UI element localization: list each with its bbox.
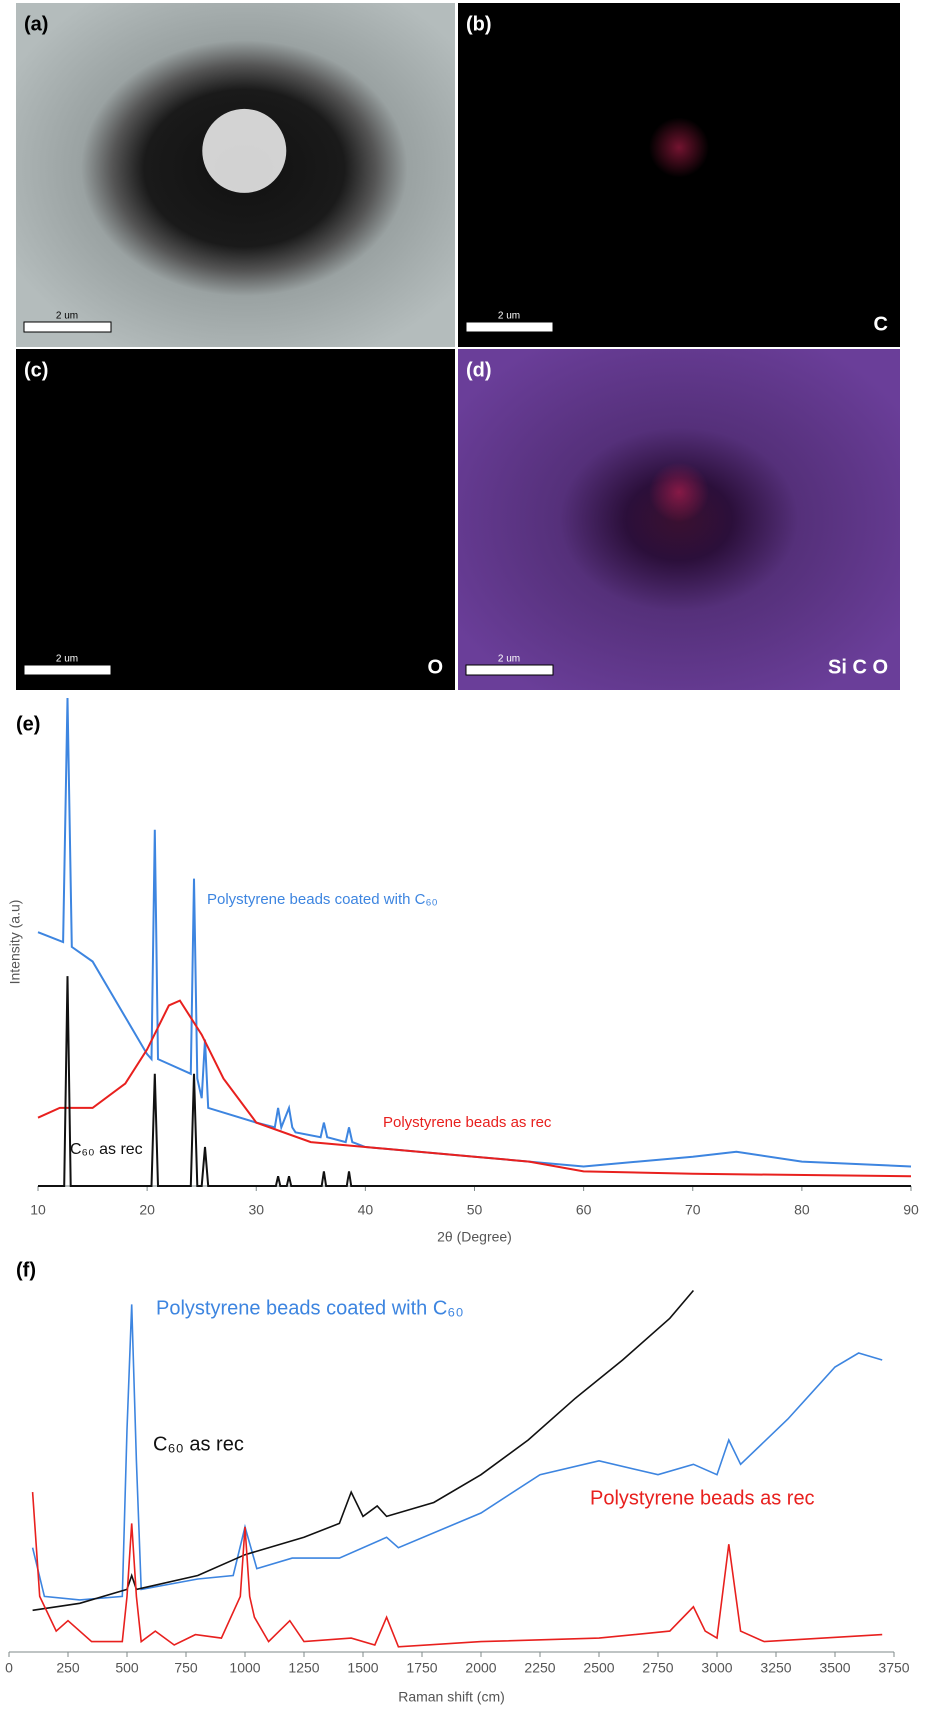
series-label: C₆₀ as rec — [70, 1141, 143, 1158]
x-tick-label: 1250 — [288, 1660, 319, 1676]
particle — [202, 108, 287, 193]
x-tick-label: 1500 — [347, 1660, 378, 1676]
series-line — [37, 999, 912, 1178]
element-label: Si C O — [828, 656, 888, 678]
y-axis-label: Intensity (a.u) — [7, 900, 23, 985]
series-label: Polystyrene beads coated with C₆₀ — [156, 1297, 464, 1319]
panel-label: (c) — [24, 359, 48, 381]
carbon-signal — [649, 117, 709, 178]
element-label: C — [874, 313, 888, 335]
x-tick-label: 80 — [794, 1202, 810, 1218]
scale-bar-label: 2 um — [498, 311, 520, 322]
x-tick-label: 0 — [5, 1660, 13, 1676]
x-axis-label: 2θ (Degree) — [437, 1229, 512, 1245]
series-line — [31, 1304, 883, 1601]
x-tick-label: 1750 — [406, 1660, 437, 1676]
series-line — [32, 1289, 695, 1612]
x-tick-label: 2750 — [642, 1660, 673, 1676]
x-tick-label: 70 — [685, 1202, 701, 1218]
scale-bar — [23, 664, 112, 676]
x-tick-label: 3000 — [701, 1660, 732, 1676]
x-tick-label: 50 — [467, 1202, 483, 1218]
series-line — [37, 697, 912, 1168]
scale-bar-label: 2 um — [56, 654, 78, 665]
x-tick-label: 40 — [358, 1202, 374, 1218]
panel-label: (f) — [16, 1259, 36, 1281]
series-label: Polystyrene beads coated with C₆₀ — [207, 891, 438, 908]
x-tick-label: 20 — [139, 1202, 155, 1218]
scale-bar — [23, 321, 112, 333]
panel-label: (a) — [24, 13, 48, 35]
series-label: C₆₀ as rec — [153, 1433, 244, 1455]
x-tick-label: 750 — [174, 1660, 198, 1676]
x-tick-label: 500 — [115, 1660, 139, 1676]
x-tick-label: 2500 — [583, 1660, 614, 1676]
x-axis-label: Raman shift (cm) — [398, 1689, 505, 1705]
scale-bar — [465, 321, 554, 333]
carbon-signal — [649, 462, 709, 523]
x-tick-label: 250 — [56, 1660, 80, 1676]
panel-label: (d) — [466, 359, 492, 381]
series-line — [38, 976, 911, 1187]
x-tick-label: 30 — [248, 1202, 264, 1218]
series-label: Polystyrene beads as rec — [383, 1114, 552, 1131]
x-tick-label: 2000 — [465, 1660, 496, 1676]
panel-label: (e) — [16, 713, 40, 735]
scale-bar-label: 2 um — [56, 311, 78, 322]
x-tick-label: 1000 — [229, 1660, 260, 1676]
series-label: Polystyrene beads as rec — [590, 1487, 815, 1509]
x-tick-label: 2250 — [524, 1660, 555, 1676]
element-label: O — [427, 656, 443, 678]
x-tick-label: 90 — [903, 1202, 919, 1218]
panel-label: (b) — [466, 13, 492, 35]
micrograph — [16, 349, 455, 690]
scale-bar — [465, 664, 554, 676]
x-tick-label: 3750 — [878, 1660, 909, 1676]
x-tick-label: 3250 — [760, 1660, 791, 1676]
scale-bar-label: 2 um — [498, 654, 520, 665]
series-line — [31, 1492, 883, 1648]
x-tick-label: 60 — [576, 1202, 592, 1218]
x-tick-label: 10 — [30, 1202, 46, 1218]
x-tick-label: 3500 — [819, 1660, 850, 1676]
